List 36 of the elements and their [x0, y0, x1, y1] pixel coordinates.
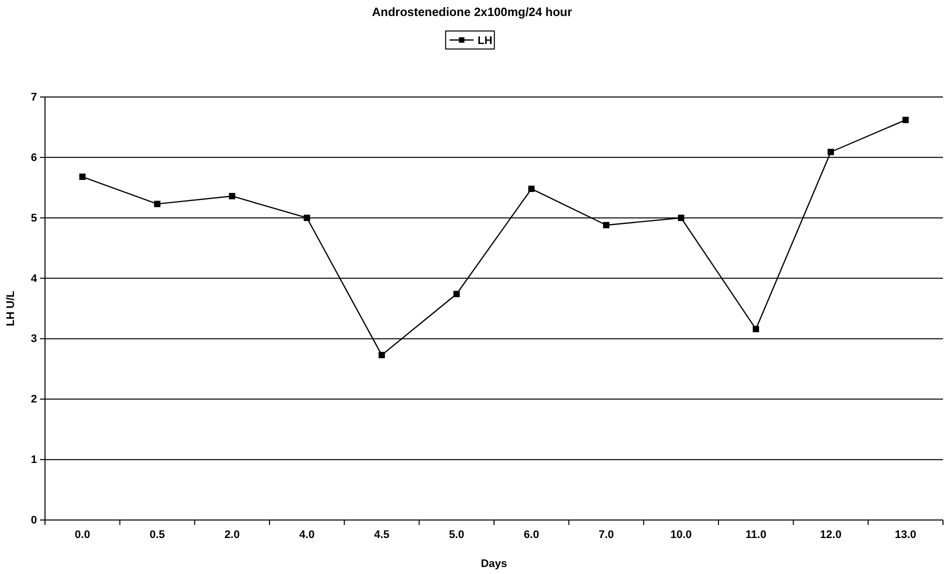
x-tick-label: 0.5: [150, 528, 165, 541]
legend-label: LH: [478, 35, 492, 47]
point: [752, 326, 760, 332]
y-tick-label: 0: [30, 514, 37, 527]
point: [902, 116, 909, 124]
x-tick-label: 6.0: [524, 528, 540, 541]
x-tick-label: 0.0: [74, 528, 90, 541]
x-axis-title: Days: [480, 558, 508, 570]
x-tick-label: 12.0: [820, 528, 842, 541]
x-tick-label: 7.0: [598, 528, 614, 541]
y-tick-label: 3: [30, 333, 37, 346]
y-tick-label: 2: [30, 394, 37, 406]
point: [828, 148, 834, 156]
x-tick-label: 4.0: [299, 528, 315, 541]
x-tick-label: 2.0: [224, 528, 240, 541]
y-tick-label: 1: [30, 454, 37, 466]
x-tick-label: 4.5: [374, 528, 390, 541]
x-tick-label: 5.0: [448, 528, 464, 541]
y-axis-title: LH U/L: [5, 290, 17, 326]
chart-title: Androstenedione 2x100mg/24 hour: [372, 5, 572, 19]
point: [79, 174, 86, 180]
y-tick-label: 7: [30, 92, 37, 104]
x-tick-label: 10.0: [670, 528, 692, 541]
point: [453, 290, 460, 298]
point: [228, 192, 236, 200]
point: [304, 214, 310, 222]
x-tick-label: 11.0: [746, 528, 766, 541]
y-tick-label: 6: [30, 152, 37, 164]
x-tick-label: 13.0: [894, 528, 916, 541]
point: [528, 186, 535, 192]
y-tick-label: 4: [30, 272, 38, 285]
point: [603, 222, 610, 228]
point: [378, 352, 385, 358]
point: [678, 214, 684, 222]
point: [154, 200, 160, 208]
y-tick-label: 5: [30, 212, 37, 224]
